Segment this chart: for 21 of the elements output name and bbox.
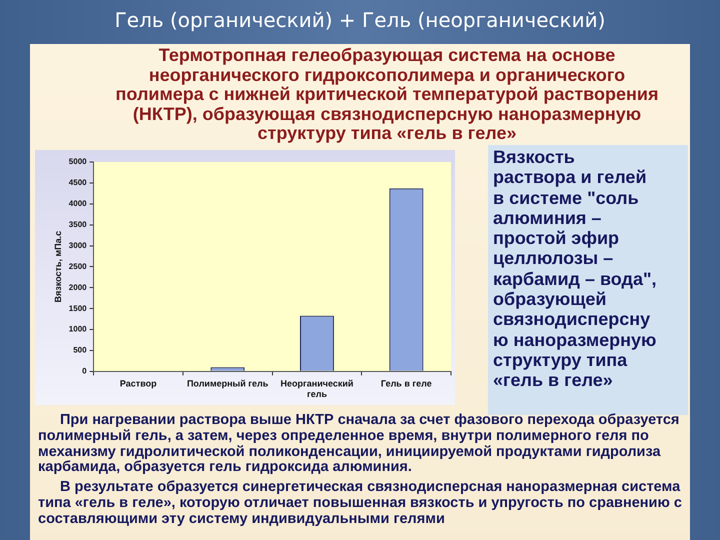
y-tick-label: 2500 [68, 262, 88, 271]
y-tick-label: 3500 [68, 220, 88, 230]
y-tick-label: 1000 [68, 324, 88, 334]
y-tick-label: 500 [73, 346, 88, 355]
y-axis-title: Вязкость, мПа.с [52, 230, 63, 302]
y-tick-label: 1500 [68, 304, 88, 313]
y-tick-label: 4000 [68, 199, 88, 208]
x-tick-label: Раствор [120, 378, 158, 388]
y-tick-label: 4500 [68, 178, 88, 188]
text: В результате образуется синергетическая связнодисперсная наноразмерная система типа «гель в геле», которую отличает повышенная вязкость и упругость по сравнению с составляющими эту систему индивидуальными гелями [38, 479, 683, 528]
chart-subtitle: Термотропная гелеобразующая система на основе неорганического гидроксополимера и органического полимера с нижней критической температурой растворения (НКТР), образующая связнодисперсную наноразмерную структуру типа «гель в геле» [114, 45, 660, 144]
x-tick-label: Полимерный гель [186, 378, 269, 388]
chart-title: Гель (органический) + Гель (неорганический) [114, 8, 606, 32]
y-tick-label: 0 [82, 366, 88, 376]
text: При нагревании раствора выше НКТР сначала за счет фазового перехода образуется полимерный гель, а затем, через определенное время, внутри полимерного геля по механизму гидролитической поликонденсации, инициируемой продуктами гидролиза карбамида, образуется гель гидроксида алюминия. [38, 412, 680, 476]
x-tick-label: Неорганический гель [280, 378, 354, 400]
y-tick-label: 2000 [68, 282, 88, 292]
y-tick-label: 5000 [68, 157, 88, 166]
text: Вязкость раствора и гелей в системе "соль алюминия – простой эфир целлюлозы – карбамид – вода", образующей связнодисперсную наноразмерную структуру типа «гель в геле» [493, 147, 657, 390]
y-tick-label: 3000 [68, 240, 88, 250]
x-tick-label: Гель в геле [380, 378, 432, 388]
